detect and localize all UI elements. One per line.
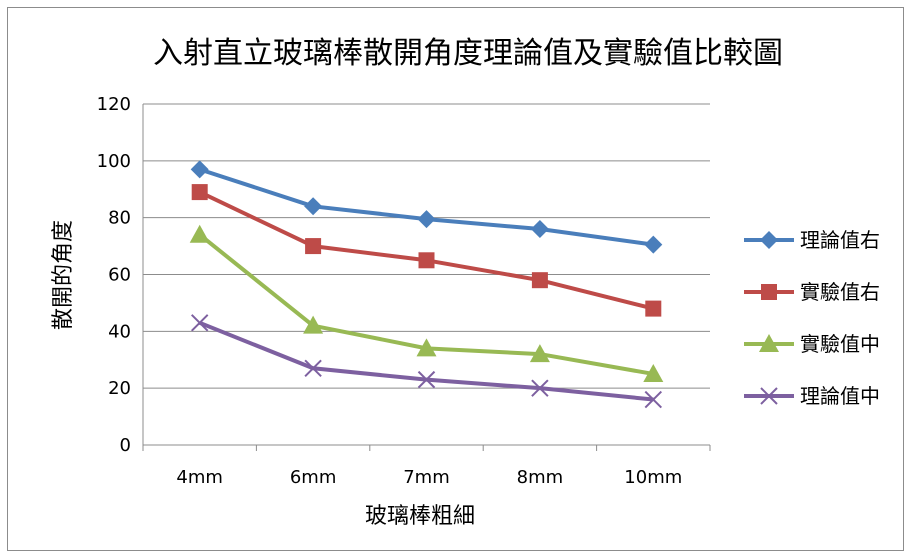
legend-label: 實驗值中: [800, 332, 880, 356]
chart-title: 入射直立玻璃棒散開角度理論值及實驗值比較圖: [153, 36, 783, 71]
marker-point: [303, 315, 324, 334]
y-axis-ticks: 0 20 40 60 80 100 120: [97, 94, 131, 456]
y-tick-label: 40: [108, 321, 131, 342]
marker-point: [418, 252, 435, 269]
x-tick-label: 4mm: [176, 467, 223, 488]
x-tick-label: 10mm: [624, 467, 682, 488]
y-tick-label: 100: [97, 151, 131, 172]
marker-point: [645, 300, 662, 317]
marker-point: [190, 160, 209, 179]
marker-point: [189, 224, 210, 243]
x-axis-title: 玻璃棒粗細: [365, 504, 475, 529]
y-tick-label: 0: [120, 435, 131, 456]
marker-point: [305, 238, 322, 255]
x-tick-label: 8mm: [517, 467, 564, 488]
series-實驗值右: [191, 184, 662, 317]
legend-label: 理論值右: [800, 228, 880, 252]
grid: [142, 103, 710, 446]
y-tick-label: 80: [108, 208, 131, 229]
legend-entry: 實驗值右: [744, 280, 880, 304]
marker-point: [190, 314, 209, 332]
series-實驗值中: [189, 224, 664, 382]
marker-legend: [760, 231, 778, 249]
marker-point: [643, 363, 664, 382]
marker-point: [529, 344, 550, 363]
series-理論值右: [190, 160, 663, 254]
series-理論值中: [190, 314, 663, 409]
legend-entry: 理論值中: [744, 384, 880, 408]
marker-legend: [761, 284, 777, 300]
marker-point: [531, 272, 548, 289]
marker-point: [304, 359, 322, 377]
legend-label: 實驗值右: [800, 280, 880, 304]
y-tick-label: 60: [108, 265, 131, 286]
marker-point: [416, 338, 437, 357]
y-tick-label: 120: [97, 94, 131, 115]
legend-entry: 理論值右: [744, 228, 880, 252]
marker-point: [304, 197, 323, 216]
marker-point: [417, 210, 436, 229]
marker-point: [191, 184, 208, 201]
marker-point: [417, 370, 436, 389]
marker-point: [644, 390, 663, 409]
series-layer: [189, 160, 664, 409]
marker-legend: [759, 334, 779, 352]
x-tick-label: 6mm: [290, 467, 337, 488]
marker-point: [531, 379, 549, 397]
marker-point: [530, 220, 549, 239]
x-tick-label: 7mm: [403, 467, 450, 488]
x-axis-ticks: 4mm 6mm 7mm 8mm 10mm: [142, 445, 711, 488]
marker-legend: [760, 387, 778, 405]
series-line: [199, 167, 654, 247]
legend-label: 理論值中: [800, 384, 880, 408]
y-axis-title: 散開的角度: [51, 220, 76, 330]
y-tick-label: 20: [108, 378, 131, 399]
legend-entry: 實驗值中: [744, 332, 880, 356]
chart-frame: [7, 7, 904, 551]
marker-point: [644, 235, 663, 254]
